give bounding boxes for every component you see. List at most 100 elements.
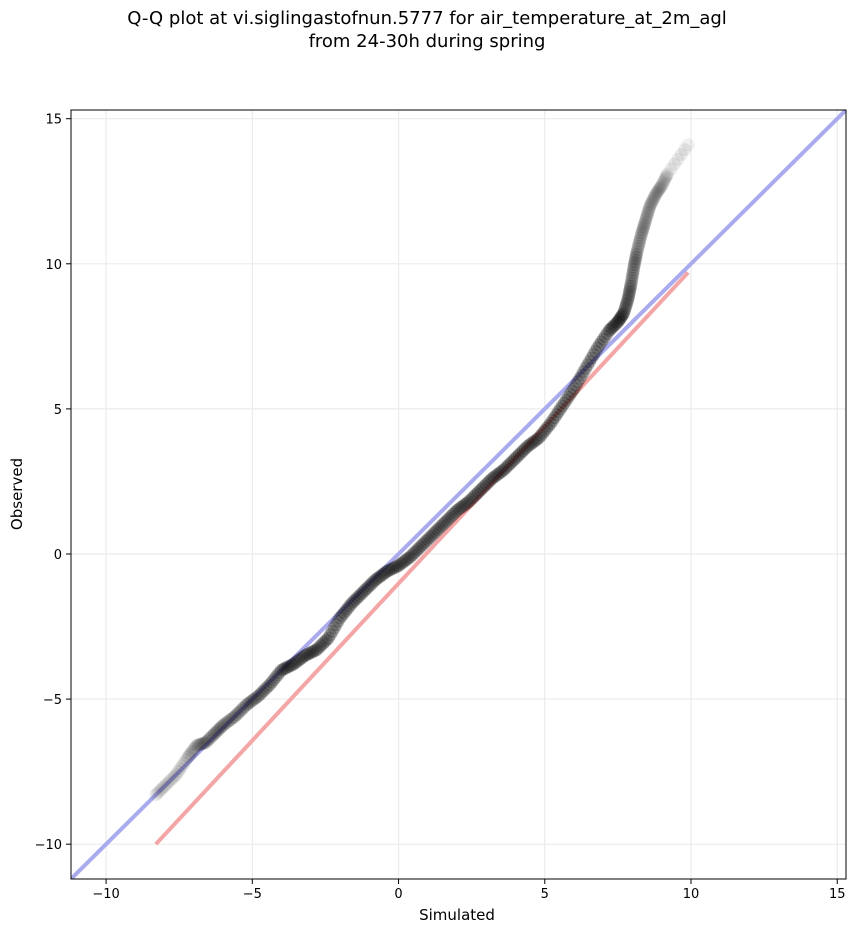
- quantile-point: [499, 461, 513, 475]
- quantile-point: [234, 704, 248, 718]
- quantile-point: [633, 234, 647, 248]
- quantile-point: [374, 569, 388, 583]
- quantile-point: [228, 709, 242, 723]
- quantile-point: [452, 502, 466, 516]
- quantile-point: [485, 472, 499, 486]
- quantile-point: [355, 587, 369, 601]
- quantile-point: [209, 725, 223, 739]
- quantile-point: [644, 197, 658, 211]
- quantile-point: [181, 750, 195, 764]
- quantile-point: [458, 498, 472, 512]
- quantile-point: [598, 329, 612, 343]
- quantile-point: [507, 453, 521, 467]
- quantile-point: [634, 228, 648, 242]
- quantile-point: [638, 216, 652, 230]
- quantile-point: [308, 644, 322, 658]
- quantile-point: [440, 513, 454, 527]
- quantile-point: [446, 507, 460, 521]
- quantile-point: [175, 759, 189, 773]
- quantile-point: [518, 442, 532, 456]
- quantile-point: [257, 683, 271, 697]
- quantile-point: [319, 633, 333, 647]
- quantile-point: [532, 431, 546, 445]
- quantile-point: [191, 738, 205, 752]
- quantile-point: [602, 324, 616, 338]
- quantile-point: [356, 585, 370, 599]
- quantile-point: [401, 551, 415, 565]
- quantile-point: [626, 263, 640, 277]
- quantile-point: [647, 191, 661, 205]
- x-tick-label: 5: [541, 887, 549, 902]
- quantile-point: [277, 662, 291, 676]
- quantile-point: [269, 670, 283, 684]
- quantile-point: [212, 723, 226, 737]
- quantile-point: [454, 501, 468, 515]
- quantile-point: [536, 426, 550, 440]
- quantile-point: [434, 519, 448, 533]
- quantile-point: [370, 572, 384, 586]
- quantile-point: [230, 708, 244, 722]
- quantile-point: [236, 702, 250, 716]
- quantile-point: [411, 542, 425, 556]
- quantile-point: [623, 284, 637, 298]
- quantile-point: [206, 728, 220, 742]
- quantile-point: [493, 466, 507, 480]
- quantile-point: [249, 691, 263, 705]
- quantile-point: [197, 736, 211, 750]
- quantile-point: [158, 779, 172, 793]
- quantile-point: [390, 560, 404, 574]
- quantile-point: [345, 596, 359, 610]
- quantile-point: [333, 611, 347, 625]
- quantile-point: [561, 390, 575, 404]
- quantile-point: [188, 740, 202, 754]
- quantile-point: [216, 718, 230, 732]
- x-axis-label: Simulated: [419, 906, 495, 924]
- quantile-point: [155, 782, 169, 796]
- quantile-point: [592, 338, 606, 352]
- quantile-point: [657, 175, 671, 189]
- y-tick-label: 10: [45, 258, 62, 273]
- quantile-point: [405, 548, 419, 562]
- quantile-point: [559, 393, 573, 407]
- quantile-point: [171, 765, 185, 779]
- y-tick-label: 0: [54, 548, 62, 563]
- quantile-point: [429, 525, 443, 539]
- quantile-point: [360, 581, 374, 595]
- quantile-point: [368, 573, 382, 587]
- quantile-point: [397, 554, 411, 568]
- quantile-point: [425, 529, 439, 543]
- quantile-point: [384, 562, 398, 576]
- quantile-point: [655, 178, 669, 192]
- quantile-point: [310, 643, 324, 657]
- quantile-point: [312, 641, 326, 655]
- quantile-point: [626, 266, 640, 280]
- quantile-point: [184, 746, 198, 760]
- quantile-point: [640, 208, 654, 222]
- quantile-point: [156, 781, 170, 795]
- quantile-point: [247, 692, 261, 706]
- quantile-point: [341, 601, 355, 615]
- quantile-point: [540, 421, 554, 435]
- quantile-point: [579, 361, 593, 375]
- quantile-point: [294, 651, 308, 665]
- quantile-point: [546, 414, 560, 428]
- quantile-point: [630, 245, 644, 259]
- quantile-point: [417, 536, 431, 550]
- quantile-point: [163, 773, 177, 787]
- quantile-point: [226, 711, 240, 725]
- quantile-point: [605, 321, 619, 335]
- quantile-point: [442, 511, 456, 525]
- quantile-point: [470, 487, 484, 501]
- quantile-point: [259, 681, 273, 695]
- quantile-point: [483, 473, 497, 487]
- quantile-point: [173, 762, 187, 776]
- quantile-point: [674, 147, 688, 161]
- quantile-point: [378, 566, 392, 580]
- quantile-point: [222, 714, 236, 728]
- quantile-point: [241, 696, 255, 710]
- quantile-point: [617, 304, 631, 318]
- quantile-point: [611, 315, 625, 329]
- quantile-point: [196, 737, 210, 751]
- quantile-point: [364, 577, 378, 591]
